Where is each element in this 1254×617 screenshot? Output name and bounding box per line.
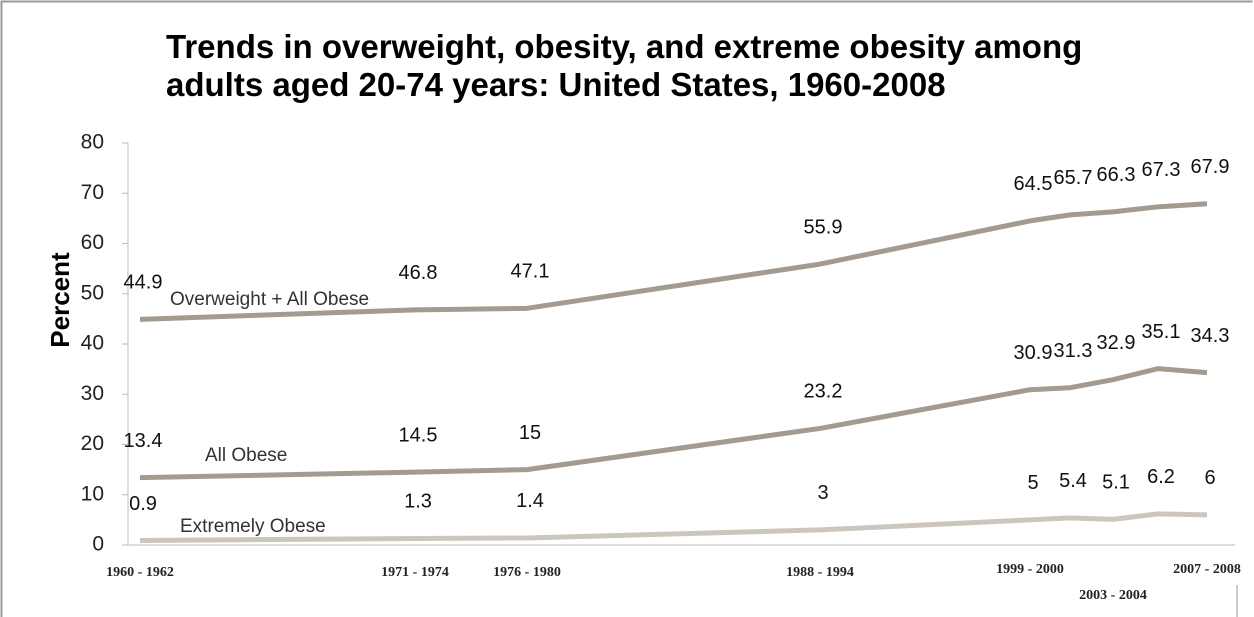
data-label: 67.3 [1142, 159, 1181, 181]
series-line [139, 511, 1208, 543]
data-label: 1.4 [516, 490, 544, 512]
y-tick-label: 20 [81, 432, 104, 455]
series-line [139, 201, 1208, 322]
y-tick-label: 70 [81, 181, 104, 204]
data-label: 32.9 [1097, 332, 1136, 354]
data-label: 44.9 [124, 272, 163, 294]
data-label: 6.2 [1147, 466, 1175, 488]
data-label: 31.3 [1054, 340, 1093, 362]
data-label: 5 [1027, 472, 1038, 494]
data-label: 47.1 [511, 261, 550, 283]
data-label: 13.4 [124, 430, 163, 452]
data-label: 6 [1204, 467, 1215, 489]
data-label: 64.5 [1014, 173, 1053, 195]
data-label: 67.9 [1191, 156, 1230, 178]
y-tick-label: 40 [81, 332, 104, 355]
data-label: 46.8 [399, 262, 438, 284]
x-tick-label: 1988 - 1994 [786, 565, 854, 580]
data-label: 23.2 [804, 381, 843, 403]
data-label: 5.4 [1059, 470, 1087, 492]
data-label: 15 [519, 422, 541, 444]
y-tick-label: 50 [81, 281, 104, 304]
data-label: 1.3 [404, 491, 432, 513]
y-tick-label: 10 [81, 482, 104, 505]
x-tick-label: 1999 - 2000 [996, 562, 1064, 577]
y-tick-label: 80 [81, 131, 104, 154]
data-label: 5.1 [1102, 472, 1130, 494]
x-tick-label: 2003 - 2004 [1079, 588, 1147, 603]
y-tick-label: 0 [92, 533, 104, 556]
x-tick-label: 1976 - 1980 [493, 565, 561, 580]
x-tick-label: 1971 - 1974 [381, 565, 449, 580]
data-label: 30.9 [1014, 342, 1053, 364]
series-name: All Obese [205, 445, 287, 466]
data-label: 3 [817, 482, 828, 504]
series-name: Overweight + All Obese [170, 289, 369, 310]
series-line [139, 366, 1208, 481]
data-label: 65.7 [1054, 167, 1093, 189]
x-tick-label: 1960 - 1962 [106, 565, 174, 580]
y-tick-label: 60 [81, 231, 104, 254]
series-name: Extremely Obese [180, 516, 326, 537]
data-label: 55.9 [804, 216, 843, 238]
y-tick-label: 30 [81, 382, 104, 405]
data-label: 14.5 [399, 424, 438, 446]
chart-title: Trends in overweight, obesity, and extre… [166, 28, 1083, 103]
data-label: 66.3 [1097, 164, 1136, 186]
data-label: 35.1 [1142, 321, 1181, 343]
y-axis-label: Percent [45, 252, 75, 348]
data-label: 34.3 [1191, 325, 1230, 347]
data-label: 0.9 [129, 493, 157, 515]
x-tick-label: 2007 - 2008 [1173, 562, 1241, 577]
